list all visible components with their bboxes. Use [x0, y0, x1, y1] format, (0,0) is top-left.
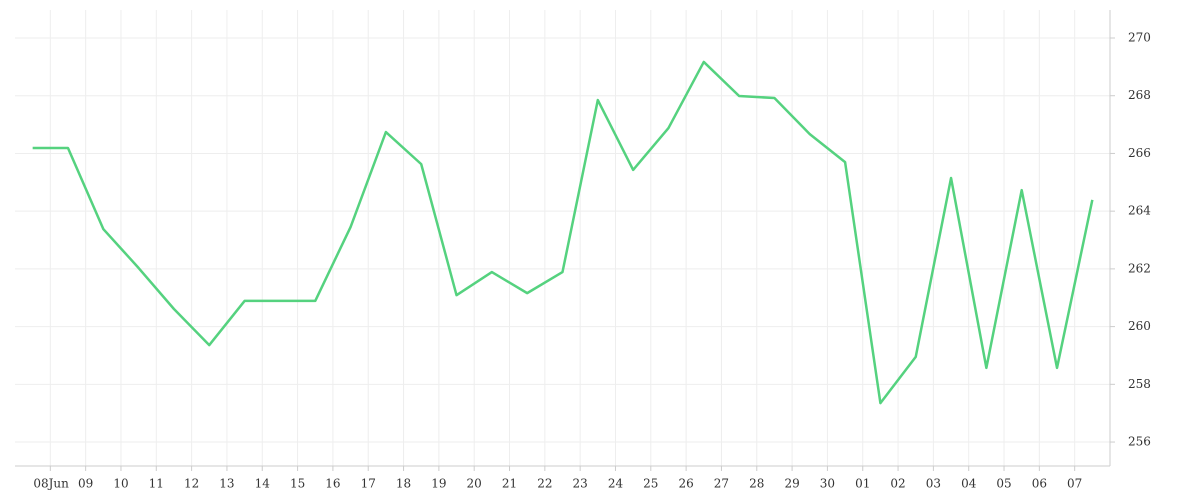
x-tick-label: 08Jun	[33, 477, 69, 491]
x-tick-label: 05	[996, 477, 1011, 491]
x-tick-label: 13	[219, 477, 234, 491]
x-tick-label: 19	[431, 477, 446, 491]
y-tick-label: 262	[1128, 261, 1151, 275]
x-tick-label: 29	[784, 477, 799, 491]
y-tick-label: 270	[1128, 30, 1151, 44]
x-tick-label: 26	[678, 477, 693, 491]
x-tick-label: 02	[890, 477, 905, 491]
y-tick-label: 256	[1128, 435, 1151, 449]
x-tick-label: 03	[926, 477, 941, 491]
x-tick-label: 28	[749, 477, 764, 491]
x-tick-label: 17	[361, 477, 376, 491]
y-tick-label: 268	[1128, 88, 1151, 102]
line	[32, 60, 1094, 405]
x-tick-label: 09	[78, 477, 93, 491]
x-tick-label: 14	[255, 477, 271, 491]
x-tick-label: 15	[290, 477, 305, 491]
x-tick-label: 23	[573, 477, 588, 491]
x-tick-label: 16	[325, 477, 340, 491]
x-tick-label: 06	[1032, 477, 1047, 491]
y-tick-label: 264	[1128, 204, 1151, 218]
x-tick-label: 22	[537, 477, 552, 491]
x-tick-label: 18	[396, 477, 411, 491]
x-tick-label: 27	[714, 477, 729, 491]
x-tick-label: 24	[608, 477, 624, 491]
x-tick-label: 01	[855, 477, 870, 491]
x-tick-label: 04	[961, 477, 977, 491]
x-tick-label: 12	[184, 477, 199, 491]
x-tick-label: 30	[820, 477, 835, 491]
x-tick-label: 25	[643, 477, 658, 491]
y-tick-label: 258	[1128, 377, 1151, 391]
y-tick-label: 260	[1128, 319, 1151, 333]
x-tick-label: 11	[149, 477, 164, 491]
x-tick-label: 10	[113, 477, 128, 491]
y-tick-label: 266	[1128, 146, 1151, 160]
x-tick-label: 20	[467, 477, 482, 491]
x-tick-label: 07	[1067, 477, 1082, 491]
x-tick-label: 21	[502, 477, 517, 491]
